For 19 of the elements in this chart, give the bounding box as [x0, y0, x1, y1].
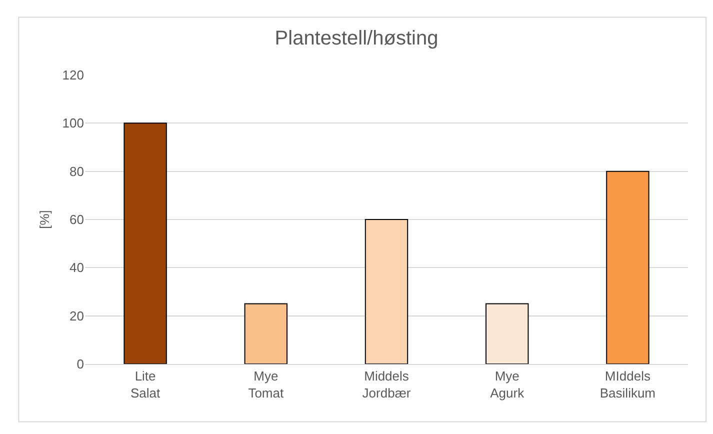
x-tick-label: MIddels Basilikum: [600, 368, 656, 400]
y-axis-title: [%]: [37, 210, 52, 229]
bar: [244, 303, 288, 364]
bar: [606, 170, 650, 364]
y-tick-label: 40: [70, 260, 84, 276]
x-tick-label: Lite Salat: [130, 368, 160, 400]
chart-title: Plantestell/høsting: [274, 27, 438, 50]
bar: [486, 303, 529, 364]
x-tick-label: Middels Jordbær: [362, 368, 412, 400]
bar: [124, 122, 167, 364]
x-tick-label: Mye Agurk: [490, 368, 525, 400]
x-tick-label: Mye Tomat: [248, 368, 284, 400]
y-tick-label: 80: [70, 164, 84, 179]
y-tick-label: 20: [70, 308, 84, 324]
y-tick-label: 100: [62, 116, 84, 131]
y-tick-label: 60: [70, 212, 84, 228]
bar: [364, 219, 408, 364]
y-tick-label: 120: [62, 68, 84, 83]
y-tick-label: 0: [76, 356, 84, 372]
